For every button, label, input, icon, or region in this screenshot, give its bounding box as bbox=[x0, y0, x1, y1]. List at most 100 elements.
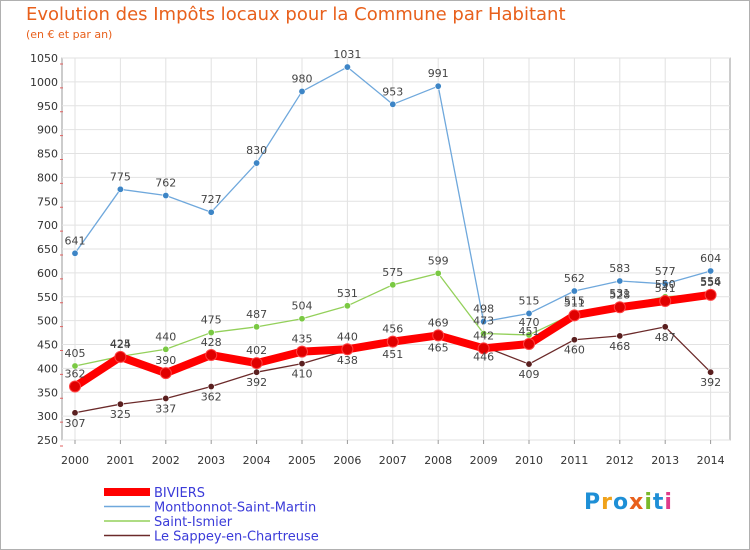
data-label: 515 bbox=[564, 294, 585, 307]
logo-letter: i bbox=[644, 490, 653, 515]
data-label: 390 bbox=[155, 354, 176, 367]
y-tick-label: 800 bbox=[37, 171, 58, 184]
data-point bbox=[480, 318, 488, 326]
data-label: 498 bbox=[473, 303, 494, 316]
proxiti-logo: Proxiti bbox=[584, 490, 673, 515]
x-tick-label: 2001 bbox=[106, 454, 134, 467]
data-label: 337 bbox=[155, 402, 176, 415]
data-point bbox=[253, 323, 261, 331]
data-label: 410 bbox=[292, 368, 313, 381]
data-point bbox=[296, 345, 308, 358]
data-point bbox=[116, 185, 124, 193]
data-label: 392 bbox=[700, 376, 721, 389]
data-point bbox=[659, 295, 672, 308]
data-label: 425 bbox=[110, 337, 131, 350]
x-tick-label: 2009 bbox=[470, 454, 498, 467]
legend-entry: Saint-Ismier bbox=[154, 515, 233, 530]
data-point bbox=[253, 368, 261, 376]
logo-letter: r bbox=[601, 490, 613, 515]
data-label: 504 bbox=[292, 300, 313, 313]
y-tick-label: 1050 bbox=[30, 52, 58, 65]
data-label: 515 bbox=[519, 294, 540, 307]
x-tick-label: 2002 bbox=[152, 454, 180, 467]
y-tick-label: 350 bbox=[37, 386, 58, 399]
data-point bbox=[343, 302, 351, 310]
data-label: 424 bbox=[110, 338, 131, 351]
chart-title: Evolution des Impôts locaux pour la Comm… bbox=[26, 4, 566, 25]
data-label: 487 bbox=[246, 308, 267, 321]
data-label: 409 bbox=[519, 368, 540, 381]
data-label: 953 bbox=[382, 85, 403, 98]
legend-entry: Le Sappey-en-Chartreuse bbox=[154, 530, 319, 545]
y-tick-label: 650 bbox=[37, 243, 58, 256]
data-label: 473 bbox=[473, 315, 494, 328]
x-tick-label: 2010 bbox=[515, 454, 543, 467]
data-point bbox=[661, 280, 669, 288]
x-tick-label: 2003 bbox=[197, 454, 225, 467]
data-label: 392 bbox=[246, 376, 267, 389]
x-tick-label: 2006 bbox=[333, 454, 361, 467]
x-tick-label: 2007 bbox=[379, 454, 407, 467]
data-point bbox=[298, 315, 306, 323]
data-point bbox=[707, 368, 715, 376]
y-tick-label: 700 bbox=[37, 219, 58, 232]
y-tick-label: 300 bbox=[37, 410, 58, 423]
data-label: 438 bbox=[337, 354, 358, 367]
data-label: 531 bbox=[609, 287, 630, 300]
data-label: 468 bbox=[609, 340, 630, 353]
data-point bbox=[116, 400, 124, 408]
data-point bbox=[570, 287, 578, 295]
data-point bbox=[162, 345, 170, 353]
data-point bbox=[570, 336, 578, 344]
data-label: 577 bbox=[655, 265, 676, 278]
data-point bbox=[71, 249, 79, 257]
x-tick-label: 2014 bbox=[697, 454, 725, 467]
y-tick-label: 250 bbox=[37, 434, 58, 447]
data-label: 980 bbox=[292, 72, 313, 85]
x-tick-label: 2013 bbox=[651, 454, 679, 467]
data-label: 362 bbox=[65, 368, 86, 381]
data-point bbox=[434, 82, 442, 90]
data-point bbox=[341, 343, 354, 356]
chart-subtitle: (en € et par an) bbox=[26, 28, 113, 41]
data-point bbox=[661, 323, 669, 331]
data-label: 556 bbox=[700, 275, 721, 288]
x-tick-label: 2011 bbox=[560, 454, 588, 467]
data-label: 562 bbox=[564, 272, 585, 285]
data-label: 775 bbox=[110, 170, 131, 183]
legend-entry: BIVIERS bbox=[154, 486, 205, 501]
data-label: 428 bbox=[201, 336, 222, 349]
data-point bbox=[205, 349, 218, 362]
data-label: 402 bbox=[246, 344, 267, 357]
data-label: 541 bbox=[655, 282, 676, 295]
y-tick-label: 1000 bbox=[30, 76, 58, 89]
data-label: 599 bbox=[428, 254, 449, 267]
data-label: 325 bbox=[110, 408, 131, 421]
data-label: 531 bbox=[337, 287, 358, 300]
data-point bbox=[159, 367, 172, 380]
y-tick-label: 900 bbox=[37, 124, 58, 137]
data-label: 575 bbox=[382, 266, 403, 279]
data-point bbox=[386, 335, 399, 348]
data-point bbox=[525, 309, 533, 317]
data-label: 641 bbox=[65, 234, 86, 247]
data-point bbox=[207, 329, 215, 337]
data-point bbox=[434, 269, 442, 277]
data-label: 465 bbox=[428, 341, 449, 354]
data-point bbox=[253, 159, 261, 167]
data-label: 1031 bbox=[333, 48, 361, 61]
data-point bbox=[480, 330, 488, 338]
data-point bbox=[704, 288, 717, 301]
y-tick-label: 500 bbox=[37, 315, 58, 328]
data-point bbox=[162, 394, 170, 402]
data-point bbox=[69, 380, 81, 393]
x-tick-label: 2005 bbox=[288, 454, 316, 467]
logo-letter: i bbox=[664, 490, 673, 515]
data-label: 470 bbox=[519, 316, 540, 329]
y-tick-label: 950 bbox=[37, 100, 58, 113]
data-point bbox=[343, 63, 351, 71]
data-point bbox=[616, 277, 624, 285]
data-label: 446 bbox=[473, 350, 494, 363]
data-point bbox=[613, 301, 626, 314]
